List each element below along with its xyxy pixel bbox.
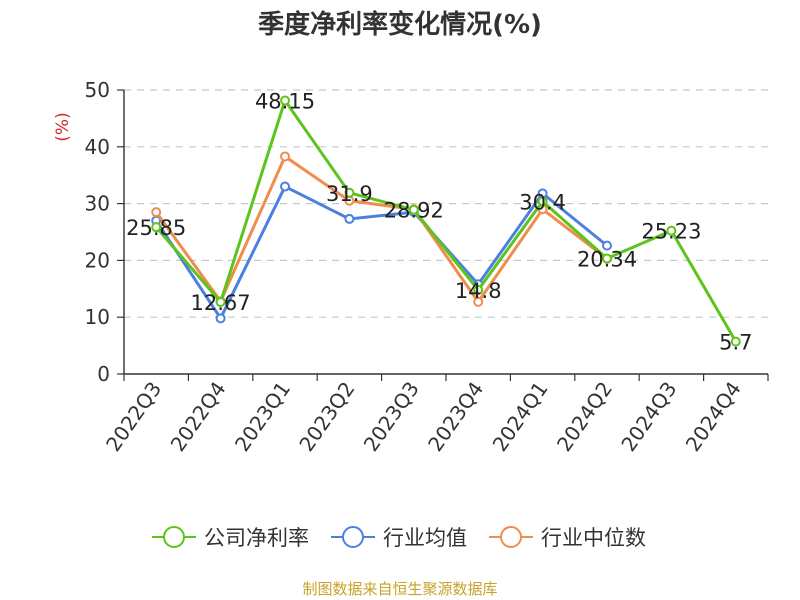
data-label: 14.8	[455, 279, 502, 303]
data-label: 25.23	[641, 220, 701, 244]
legend-item[interactable]: 行业中位数	[489, 522, 646, 552]
y-tick-label: 40	[85, 135, 110, 159]
data-point	[215, 313, 226, 324]
data-label: 12.67	[191, 291, 251, 315]
x-tick-label: 2024Q2	[552, 377, 617, 456]
data-point	[666, 225, 677, 236]
data-point	[473, 284, 484, 295]
legend-label: 公司净利率	[204, 526, 309, 550]
data-point	[280, 95, 290, 106]
x-tick-label: 2023Q4	[423, 377, 488, 456]
y-tick-label: 10	[85, 305, 110, 329]
data-point	[344, 187, 355, 198]
data-label: 28.92	[384, 199, 444, 223]
data-label: 20.34	[577, 247, 637, 271]
chart-title: 季度净利率变化情况(%)	[258, 10, 542, 40]
series-line	[154, 154, 608, 304]
legend-marker-icon	[331, 525, 375, 549]
y-tick-label: 50	[85, 78, 110, 102]
data-label: 31.9	[326, 182, 373, 206]
legend-marker-icon	[152, 525, 196, 549]
data-point	[215, 297, 226, 308]
source-note: 制图数据来自恒生聚源数据库	[302, 580, 498, 598]
grid-lines	[124, 89, 768, 318]
data-point	[280, 181, 290, 192]
data-point	[602, 240, 612, 251]
y-tick-label: 30	[85, 192, 110, 216]
y-tick-label: 0	[97, 362, 110, 386]
legend: 公司净利率 行业均值 行业中位数	[152, 522, 668, 552]
series-line	[154, 185, 608, 320]
legend-label: 行业中位数	[541, 526, 646, 550]
x-tick-label: 2023Q2	[294, 377, 359, 456]
data-label: 5.7	[719, 331, 752, 355]
series-line	[155, 99, 738, 343]
data-point	[473, 296, 484, 307]
series-company	[151, 95, 741, 347]
legend-item[interactable]: 行业均值	[331, 522, 467, 552]
data-point	[280, 151, 290, 162]
series-industry-median	[151, 151, 612, 307]
data-labels: 25.85 12.67 48.15 31.9 28.92 14.8 30.4 20.3425.…	[126, 90, 752, 355]
data-point	[602, 253, 612, 264]
data-point	[408, 204, 419, 215]
x-tick-label: 2024Q4	[681, 377, 746, 456]
data-point	[537, 196, 548, 207]
y-axis-unit: (%)	[53, 112, 73, 141]
series	[151, 95, 741, 347]
x-tick-label: 2024Q1	[488, 377, 553, 456]
x-tick-label: 2022Q4	[166, 377, 231, 456]
data-label: 25.85	[126, 216, 186, 240]
x-tick-label: 2023Q3	[359, 377, 424, 456]
y-tick-label: 20	[85, 248, 110, 272]
legend-label: 行业均值	[383, 526, 467, 550]
x-tick-label: 2024Q3	[616, 377, 681, 456]
legend-item[interactable]: 公司净利率	[152, 522, 309, 552]
data-point	[151, 207, 162, 218]
legend-marker-icon	[489, 525, 533, 549]
x-tick-label: 2023Q1	[230, 377, 295, 456]
x-tick-label: 2022Q3	[101, 377, 166, 456]
data-label: 48.15	[255, 90, 315, 114]
data-point	[730, 336, 741, 347]
data-point	[151, 222, 162, 233]
data-point	[344, 213, 355, 224]
data-label: 30.4	[519, 190, 566, 214]
